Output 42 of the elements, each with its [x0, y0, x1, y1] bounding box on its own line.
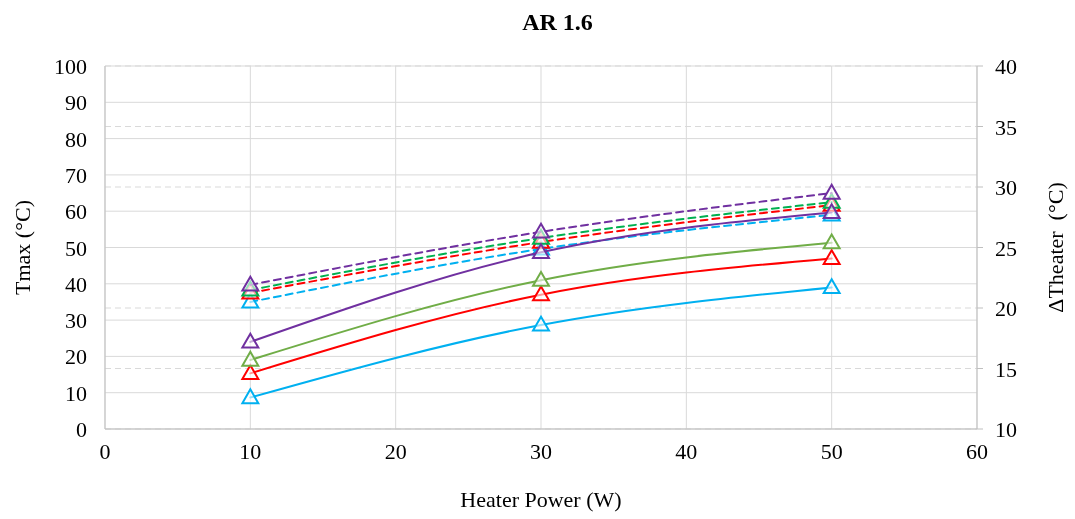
y2-tick-label: 30 [995, 175, 1017, 200]
point [532, 222, 550, 239]
point [241, 388, 260, 405]
y2-tick-label: 35 [995, 114, 1017, 140]
y-tick-label: 0 [76, 417, 87, 442]
y2-axis-title: ΔTheater (°C) [1043, 182, 1068, 313]
point [532, 243, 550, 259]
y2-tick-label: 15 [995, 356, 1017, 382]
y-tick-label: 80 [65, 126, 87, 152]
x-tick-label: 50 [820, 439, 843, 464]
x-tick-label: 20 [384, 439, 407, 464]
x-tick-label: 10 [239, 439, 262, 464]
point [822, 249, 841, 265]
point [532, 315, 550, 332]
chart-title: AR 1.6 [522, 9, 593, 35]
x-tick-label: 0 [99, 439, 111, 464]
x-tick-label: 60 [966, 439, 988, 464]
y2-tick-label: 40 [995, 54, 1017, 79]
x-tick-label: 30 [530, 439, 552, 464]
y2-tick-label: 10 [995, 417, 1017, 442]
point [532, 270, 550, 287]
y2-tick-label: 25 [995, 235, 1017, 261]
y-tick-label: 100 [54, 54, 87, 79]
y-tick-label: 20 [65, 344, 87, 370]
y-tick-label: 40 [65, 271, 87, 297]
x-tick-label: 40 [675, 439, 698, 464]
y-tick-label: 70 [65, 162, 87, 188]
y2-tick-label: 20 [995, 296, 1017, 321]
y-tick-label: 90 [65, 90, 87, 116]
point [822, 233, 841, 250]
point [822, 278, 841, 295]
y-tick-label: 10 [65, 380, 87, 406]
y-tick-label: 60 [65, 199, 87, 225]
point [822, 183, 841, 200]
point [532, 285, 550, 302]
point [241, 275, 260, 292]
point [241, 332, 260, 349]
point [241, 350, 260, 367]
y-axis-title: Tmax (°C) [10, 200, 35, 295]
y-tick-label: 50 [65, 235, 87, 261]
x-axis-title: Heater Power (W) [460, 487, 622, 512]
y-tick-label: 30 [65, 308, 87, 334]
